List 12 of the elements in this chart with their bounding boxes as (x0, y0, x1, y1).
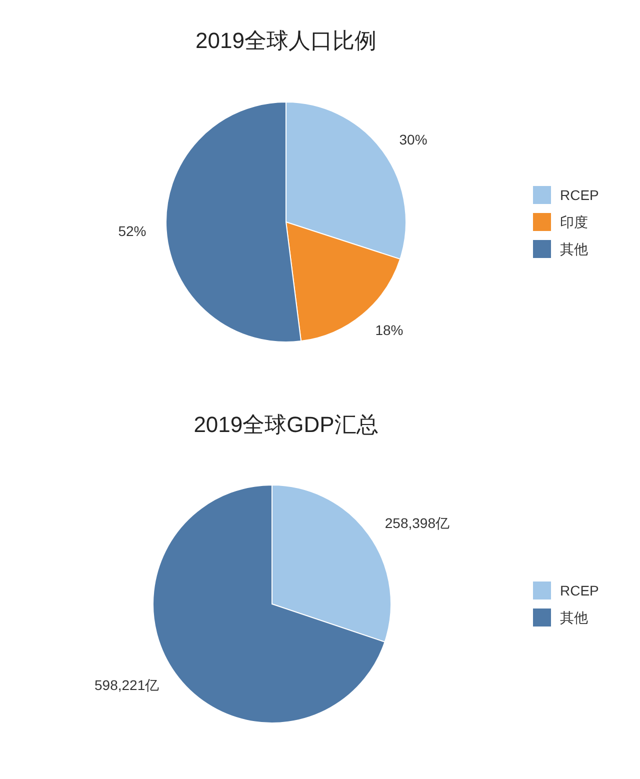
legend-label: 其他 (560, 610, 588, 626)
legend-label: 其他 (560, 241, 588, 257)
data-label: 258,398亿 (384, 514, 450, 531)
legend-label: 印度 (560, 214, 588, 230)
data-label: 598,221亿 (94, 677, 160, 694)
data-label: 52% (118, 222, 146, 239)
chart-title: 2019全球GDP汇总 (194, 412, 378, 437)
data-label: 30% (399, 132, 428, 148)
chart-title: 2019全球人口比例 (196, 28, 376, 53)
legend-label: RCEP (560, 582, 599, 598)
legend-label: RCEP (560, 187, 599, 203)
data-label: 18% (375, 322, 404, 338)
